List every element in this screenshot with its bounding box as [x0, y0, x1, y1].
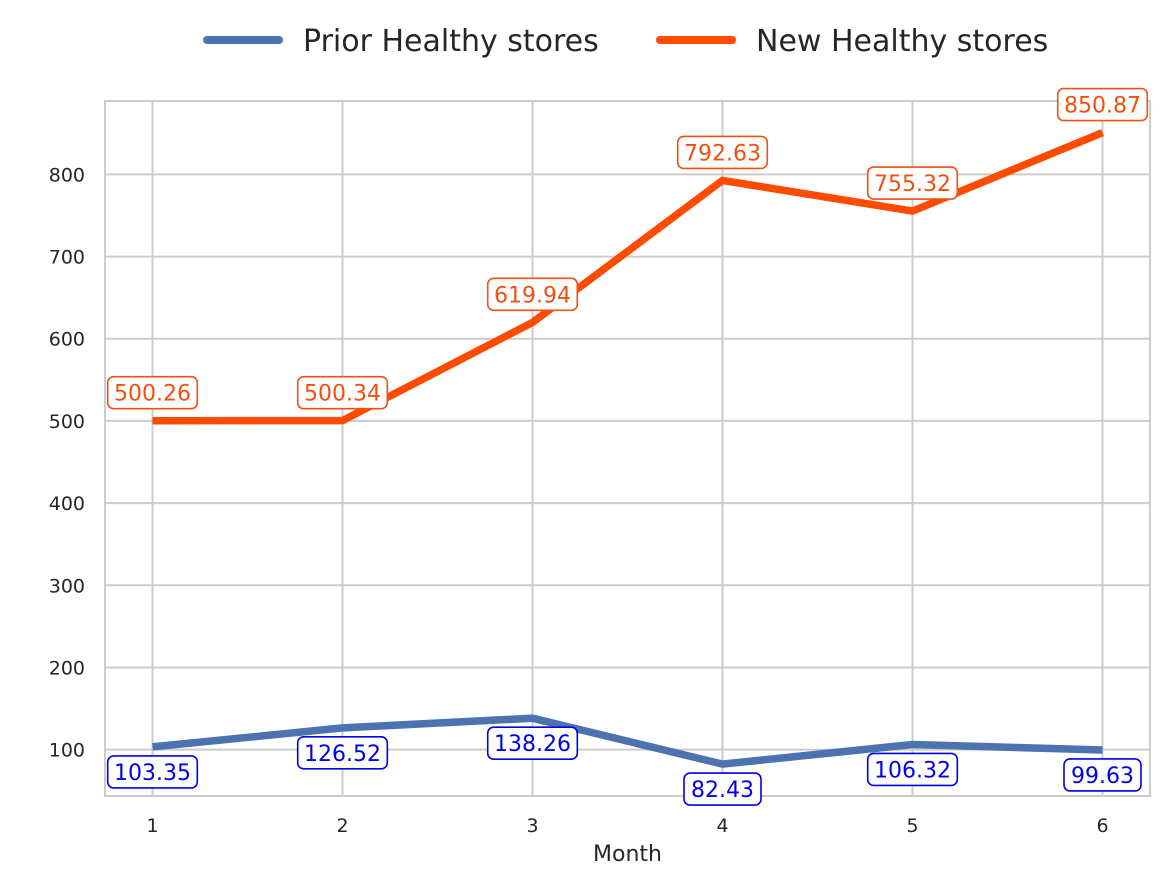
data-label: 792.63 [676, 135, 769, 170]
x-axis-title: Month [593, 842, 662, 867]
x-tick-label: 5 [906, 815, 918, 837]
y-tick-label: 800 [49, 164, 85, 186]
data-label: 99.63 [1063, 758, 1142, 792]
y-tick-label: 500 [49, 411, 85, 433]
y-tick-label: 400 [49, 493, 85, 515]
data-label-box [683, 772, 762, 806]
data-label: 126.52 [296, 736, 389, 770]
x-tick-label: 6 [1096, 815, 1108, 837]
data-label-box [866, 166, 959, 200]
data-label-box [486, 277, 579, 312]
y-tick-label: 600 [49, 329, 85, 351]
data-label-text: 82.43 [691, 778, 754, 803]
data-label-box [296, 736, 389, 770]
x-tick-label: 3 [526, 815, 538, 837]
data-label: 500.34 [296, 375, 389, 410]
legend-label: Prior Healthy stores [303, 24, 599, 59]
data-label-text: 138.26 [494, 732, 571, 757]
data-label: 138.26 [486, 726, 579, 761]
data-label-text: 99.63 [1071, 764, 1134, 789]
data-label-text: 500.26 [114, 382, 191, 407]
series-line [152, 714, 1103, 768]
data-label: 103.35 [106, 755, 199, 789]
legend: Prior Healthy stores New Healthy stores [203, 24, 1048, 59]
data-label-box [676, 135, 769, 170]
data-label-text: 619.94 [494, 283, 571, 308]
plot-frame [104, 100, 1151, 797]
data-label: 755.32 [866, 166, 959, 200]
data-label-box [296, 375, 389, 410]
x-tick-label: 1 [146, 815, 158, 837]
data-label: 82.43 [683, 772, 762, 806]
y-tick-label: 200 [49, 657, 85, 679]
data-label: 106.32 [866, 752, 959, 787]
y-axis: 100 200 300 400 500 600 700 800 [49, 164, 85, 761]
data-label-box [106, 755, 199, 789]
data-label-text: 755.32 [874, 172, 951, 197]
series [152, 129, 1104, 768]
data-labels: 103.35 126.52 138.26 82.43 106.32 99.63 500.26… [106, 87, 1149, 806]
grid [105, 101, 1150, 796]
x-tick-label: 2 [336, 815, 348, 837]
data-label: 850.87 [1056, 87, 1149, 122]
y-tick-label: 300 [49, 575, 85, 597]
data-label-text: 103.35 [114, 761, 191, 786]
legend-item: Prior Healthy stores [203, 24, 599, 59]
data-label-box [1056, 87, 1149, 122]
data-label: 500.26 [106, 375, 199, 410]
y-tick-label: 100 [49, 740, 85, 762]
data-label-box [106, 375, 199, 410]
data-label-box [866, 752, 959, 787]
x-axis: 1 2 3 4 5 6 [146, 815, 1108, 837]
legend-label: New Healthy stores [756, 24, 1048, 59]
data-label-text: 106.32 [874, 758, 951, 783]
x-tick-label: 4 [716, 815, 728, 837]
data-label-text: 850.87 [1064, 94, 1141, 119]
data-label: 619.94 [486, 277, 579, 312]
data-label-box [486, 726, 579, 761]
legend-item: New Healthy stores [656, 24, 1048, 59]
data-label-text: 500.34 [304, 382, 381, 407]
data-label-text: 792.63 [684, 141, 761, 166]
series-line [152, 129, 1104, 425]
y-tick-label: 700 [49, 247, 85, 269]
data-label-box [1063, 758, 1142, 792]
data-label-text: 126.52 [304, 742, 381, 767]
